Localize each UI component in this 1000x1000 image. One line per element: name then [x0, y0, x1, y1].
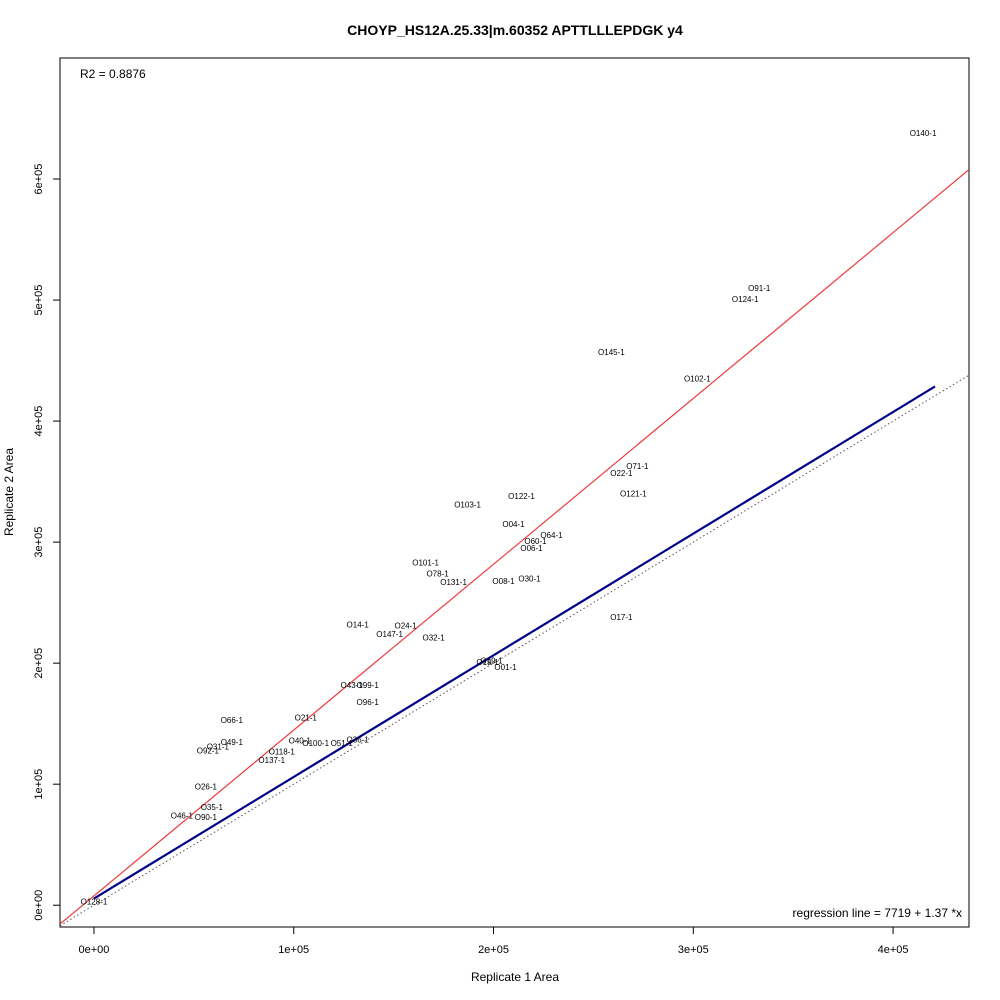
r2-annotation: R2 = 0.8876	[80, 67, 146, 81]
y-tick-label: 1e+05	[33, 769, 45, 800]
point-label: O122-1	[508, 492, 535, 501]
point-label: O08-1	[492, 577, 515, 586]
x-axis: 0e+00 1e+05 2e+05 3e+05 4e+05	[79, 927, 909, 956]
point-label: O06-1	[520, 544, 543, 553]
lines-layer	[60, 169, 969, 927]
point-label: O103-1	[454, 501, 481, 510]
point-label: O40-1	[289, 737, 312, 746]
point-label: O78-1	[426, 570, 449, 579]
x-tick-label: 4e+05	[878, 944, 909, 956]
point-label: O101-1	[412, 559, 439, 568]
x-tick-label: 2e+05	[478, 944, 509, 956]
x-axis-title: Replicate 1 Area	[471, 970, 559, 984]
point-label: O71-1	[626, 462, 649, 471]
point-label: O118-1	[269, 748, 296, 757]
point-label: O124-1	[732, 295, 759, 304]
point-label: O131-1	[440, 578, 467, 587]
point-label: O26-1	[195, 783, 218, 792]
x-tick-label: 3e+05	[678, 944, 709, 956]
point-label: O147-1	[376, 630, 403, 639]
point-label: O17-1	[610, 613, 633, 622]
point-label: O04-1	[502, 520, 525, 529]
point-label: O21-1	[295, 714, 318, 723]
y-axis: 0e+00 1e+05 2e+05 3e+05 4e+05 5e+05 6e+05	[33, 164, 60, 921]
identity-line	[60, 374, 969, 927]
point-label: O22-1	[610, 469, 633, 478]
point-label: O30-1	[518, 574, 541, 583]
point-label: O91-1	[748, 284, 771, 293]
point-label: O43-1	[341, 681, 364, 690]
point-label: O66-1	[221, 716, 244, 725]
point-label: O140-1	[910, 129, 937, 138]
point-label: O96-1	[357, 698, 380, 707]
y-tick-label: 4e+05	[33, 406, 45, 437]
regression-line	[60, 169, 969, 925]
fit-line	[93, 385, 936, 900]
point-label: O145-1	[598, 348, 625, 357]
point-label: O92-1	[197, 746, 220, 755]
y-axis-title: Replicate 2 Area	[2, 448, 16, 536]
point-label: O46-1	[171, 812, 194, 821]
y-tick-label: 5e+05	[33, 285, 45, 316]
point-label: O24-1	[395, 622, 418, 631]
point-label: O31-1	[207, 743, 230, 752]
point-label: O64-1	[540, 531, 563, 540]
regression-equation-annotation: regression line = 7719 + 1.37 *x	[793, 906, 962, 920]
plot-frame	[59, 57, 970, 928]
point-label: O100-1	[302, 739, 329, 748]
point-label: O35-1	[201, 803, 224, 812]
y-tick-label: 2e+05	[33, 648, 45, 679]
x-tick-label: 0e+00	[79, 944, 110, 956]
point-label: O36-1	[347, 735, 370, 744]
point-label: O49-1	[221, 738, 244, 747]
point-label: O99-1	[357, 681, 380, 690]
point-label: O60-1	[524, 537, 547, 546]
point-label: O01-1	[494, 663, 517, 672]
point-label: O14-1	[347, 620, 370, 629]
point-label: O137-1	[258, 756, 285, 765]
point-label: O19-1	[480, 657, 503, 666]
point-label: O51-1	[331, 739, 354, 748]
chart-title: CHOYP_HS12A.25.33|m.60352 APTTLLLEPDGK y…	[347, 22, 683, 38]
x-tick-label: 1e+05	[278, 944, 309, 956]
point-label: O121-1	[620, 490, 647, 499]
point-label: O128-1	[81, 898, 108, 907]
point-label: O19-1	[476, 658, 499, 667]
y-tick-label: 3e+05	[33, 527, 45, 558]
y-tick-label: 6e+05	[33, 164, 45, 195]
point-label: O32-1	[422, 634, 445, 643]
y-tick-label: 0e+00	[33, 890, 45, 921]
point-label: O102-1	[684, 375, 711, 384]
point-label: O90-1	[195, 813, 218, 822]
